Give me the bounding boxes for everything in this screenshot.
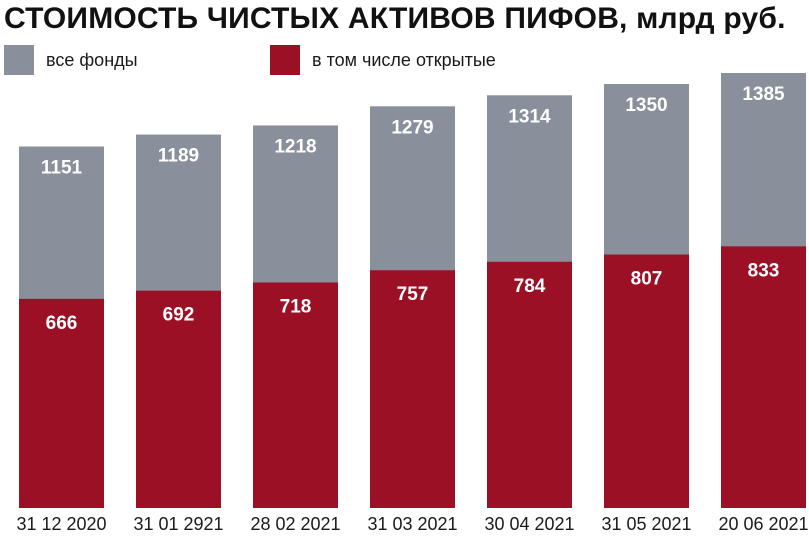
data-label-open-funds-6: 833 [748,260,780,281]
data-label-open-funds-0: 666 [46,313,78,334]
data-label-all-funds-3: 1279 [391,117,433,138]
chart-title: СТОИМОСТЬ ЧИСТЫХ АКТИВОВ ПИФОВ, млрд руб… [4,2,786,35]
data-label-all-funds-5: 1350 [625,95,667,116]
data-label-all-funds-1: 1189 [158,146,199,167]
bar-open-funds-3 [370,270,455,508]
legend-swatch-all-funds [4,45,34,75]
data-label-all-funds-4: 1314 [508,106,551,127]
bar-open-funds-0 [19,298,104,508]
legend-label-open-funds: в том числе открытые [312,49,496,70]
x-tick-label-1: 31 01 2921 [133,514,223,534]
x-tick-label-0: 31 12 2020 [16,514,106,534]
data-label-open-funds-3: 757 [397,284,429,305]
data-label-open-funds-4: 784 [514,276,546,297]
data-label-all-funds-2: 1218 [274,136,316,157]
bar-open-funds-5 [604,254,689,508]
bar-open-funds-2 [253,282,338,508]
x-tick-label-6: 20 06 2021 [718,514,808,534]
x-tick-label-4: 30 04 2021 [484,514,574,534]
data-label-all-funds-0: 1151 [41,157,83,178]
bar-open-funds-4 [487,261,572,508]
legend-label-all-funds: все фонды [46,49,138,70]
legend-swatch-open-funds [270,45,300,75]
bar-open-funds-1 [136,290,221,508]
legend-item-all-funds: все фонды [4,45,138,75]
data-label-open-funds-2: 718 [280,296,312,317]
legend-item-open-funds: в том числе открытые [270,45,496,75]
x-tick-label-5: 31 05 2021 [601,514,691,534]
data-label-all-funds-6: 1385 [742,84,785,105]
data-label-open-funds-5: 807 [631,269,663,290]
data-label-open-funds-1: 692 [163,305,195,326]
bar-open-funds-6 [721,246,806,509]
x-tick-label-2: 28 02 2021 [250,514,340,534]
x-tick-label-3: 31 03 2021 [367,514,457,534]
